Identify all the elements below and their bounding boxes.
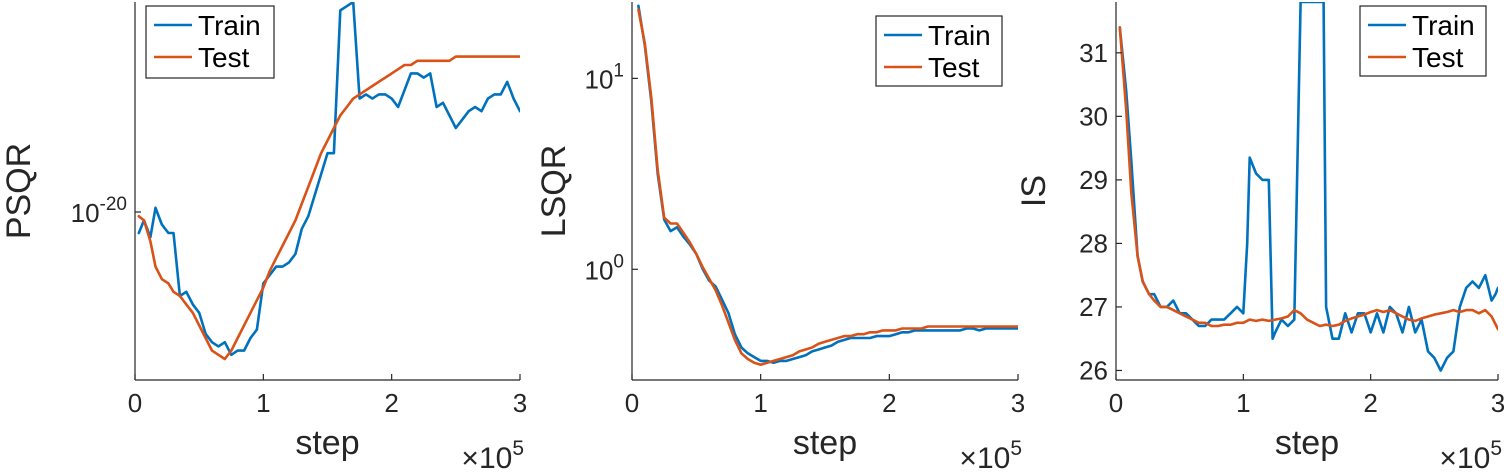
- y-tick-label: 31: [1079, 38, 1108, 68]
- x-tick-label: 1: [753, 388, 767, 418]
- legend-box: [145, 5, 275, 79]
- y-tick-label: 101: [585, 60, 625, 94]
- y-axis-label: PSQR: [0, 143, 38, 239]
- x-tick-label: 2: [882, 388, 896, 418]
- series-line-train: [1118, 2, 1498, 372]
- legend-label-train: Train: [928, 20, 991, 51]
- x-tick-label: 1: [256, 388, 270, 418]
- y-tick-label: 100: [585, 251, 625, 285]
- legend-label-train: Train: [198, 10, 261, 41]
- x-axis-label: step: [295, 424, 359, 462]
- x-multiplier-label: ×105: [959, 437, 1022, 472]
- y-tick-label: 30: [1079, 101, 1108, 131]
- y-tick-label: 27: [1079, 292, 1108, 322]
- y-axis-label: LSQR: [535, 145, 573, 238]
- y-tick-label: 26: [1079, 355, 1108, 385]
- x-tick-label: 2: [384, 388, 398, 418]
- legend-box: [1359, 5, 1487, 77]
- x-tick-label: 0: [625, 388, 639, 418]
- x-axis-label: step: [1275, 424, 1339, 462]
- y-tick-label: 28: [1079, 228, 1108, 258]
- legend-label-train: Train: [1412, 10, 1475, 41]
- x-tick-label: 3: [513, 388, 527, 418]
- y-axis-label: IS: [1015, 175, 1053, 207]
- x-tick-label: 0: [1109, 388, 1123, 418]
- series-line-test: [637, 8, 1018, 367]
- x-tick-label: 3: [1491, 388, 1505, 418]
- legend-label-test: Test: [1412, 42, 1464, 73]
- series-line-test: [137, 55, 520, 361]
- x-axis-label: step: [793, 424, 857, 462]
- y-tick-label: 10-20: [71, 194, 127, 228]
- series-line-train: [137, 2, 520, 357]
- y-tick-label: 29: [1079, 165, 1108, 195]
- x-multiplier-label: ×105: [1439, 437, 1502, 472]
- series-line-test: [1118, 26, 1498, 331]
- x-tick-label: 0: [128, 388, 142, 418]
- legend-label-test: Test: [928, 52, 980, 83]
- x-tick-label: 1: [1236, 388, 1250, 418]
- x-multiplier-label: ×105: [461, 437, 524, 472]
- x-tick-label: 3: [1011, 388, 1025, 418]
- x-tick-label: 2: [1363, 388, 1377, 418]
- legend-box: [875, 15, 1003, 87]
- legend-label-test: Test: [198, 42, 250, 73]
